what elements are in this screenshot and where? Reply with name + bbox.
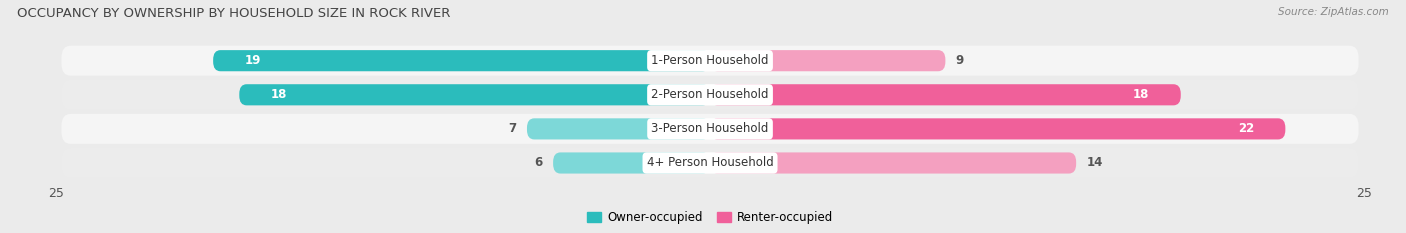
- Text: 14: 14: [1087, 157, 1102, 169]
- Text: 18: 18: [1133, 88, 1149, 101]
- FancyBboxPatch shape: [214, 50, 710, 71]
- FancyBboxPatch shape: [710, 118, 1285, 140]
- Text: 7: 7: [509, 122, 516, 135]
- FancyBboxPatch shape: [62, 80, 1358, 110]
- Text: 3-Person Household: 3-Person Household: [651, 122, 769, 135]
- Legend: Owner-occupied, Renter-occupied: Owner-occupied, Renter-occupied: [582, 206, 838, 229]
- FancyBboxPatch shape: [527, 118, 710, 140]
- FancyBboxPatch shape: [62, 114, 1358, 144]
- Text: 9: 9: [956, 54, 965, 67]
- Text: 6: 6: [534, 157, 543, 169]
- Text: 4+ Person Household: 4+ Person Household: [647, 157, 773, 169]
- FancyBboxPatch shape: [239, 84, 710, 105]
- FancyBboxPatch shape: [710, 50, 945, 71]
- FancyBboxPatch shape: [553, 152, 710, 174]
- Text: Source: ZipAtlas.com: Source: ZipAtlas.com: [1278, 7, 1389, 17]
- FancyBboxPatch shape: [62, 148, 1358, 178]
- Text: 22: 22: [1237, 122, 1254, 135]
- Text: OCCUPANCY BY OWNERSHIP BY HOUSEHOLD SIZE IN ROCK RIVER: OCCUPANCY BY OWNERSHIP BY HOUSEHOLD SIZE…: [17, 7, 450, 20]
- Text: 2-Person Household: 2-Person Household: [651, 88, 769, 101]
- Text: 19: 19: [245, 54, 262, 67]
- Text: 18: 18: [271, 88, 287, 101]
- FancyBboxPatch shape: [710, 84, 1181, 105]
- FancyBboxPatch shape: [710, 152, 1076, 174]
- Text: 1-Person Household: 1-Person Household: [651, 54, 769, 67]
- FancyBboxPatch shape: [62, 46, 1358, 76]
